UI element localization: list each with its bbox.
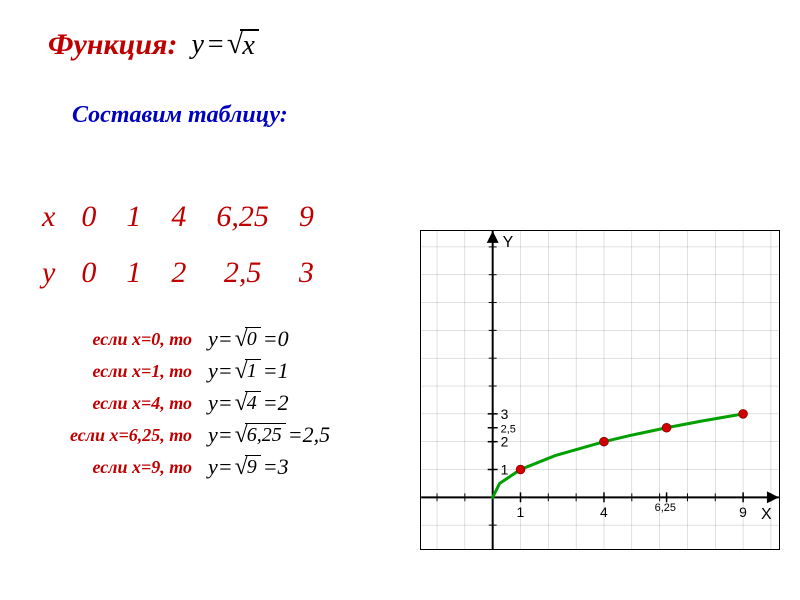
svg-text:4: 4 <box>600 504 608 520</box>
calc-row: если x=4, тоy=√4=2 <box>48 390 330 416</box>
calc-rhs: =0 <box>263 326 289 352</box>
calc-condition: если x=4, то <box>48 393 208 414</box>
sqrt-symbol: √6,25 <box>235 423 286 447</box>
svg-text:2: 2 <box>501 434 509 450</box>
calc-row: если x=1, тоy=√1=1 <box>48 358 330 384</box>
sqrt-symbol: √4 <box>235 391 261 415</box>
calc-row: если x=9, тоy=√9=3 <box>48 454 330 480</box>
table-cell: 2,5 <box>202 246 283 300</box>
table-var-x: x <box>38 190 65 244</box>
table-cell: 0 <box>67 246 110 300</box>
sqrt-symbol: √ x <box>227 29 259 62</box>
table-cell: 2 <box>157 246 200 300</box>
sqrt-chart: X Y 1 4 6,25 9 1 22,5 3 <box>420 230 780 550</box>
calc-formula: y=√1=1 <box>208 358 289 384</box>
table-cell: 1 <box>112 246 155 300</box>
calc-formula: y=√9=3 <box>208 454 289 480</box>
calc-lhs: y= <box>208 422 233 448</box>
svg-text:1: 1 <box>517 504 525 520</box>
page-title: Функция: <box>48 28 178 62</box>
calc-row: если x=0, тоy=√0=0 <box>48 326 330 352</box>
sqrt-symbol: √1 <box>235 359 261 383</box>
value-table: x 0 1 4 6,25 9 y 0 1 2 2,5 3 <box>36 188 330 302</box>
calc-radicand: 0 <box>245 327 261 350</box>
svg-text:Y: Y <box>503 234 514 251</box>
title-formula: y = √ x <box>192 29 259 62</box>
svg-text:1: 1 <box>501 461 509 477</box>
formula-lhs: y <box>192 29 204 61</box>
table-cell: 6,25 <box>202 190 283 244</box>
calc-rhs: =2,5 <box>288 422 330 448</box>
table-cell: 4 <box>157 190 200 244</box>
calc-radicand: 9 <box>245 455 261 478</box>
calc-radicand: 4 <box>245 391 261 414</box>
calc-lhs: y= <box>208 390 233 416</box>
table-cell: 1 <box>112 190 155 244</box>
calc-radicand: 6,25 <box>245 423 286 446</box>
sqrt-symbol: √0 <box>235 327 261 351</box>
table-row-y: y 0 1 2 2,5 3 <box>38 246 328 300</box>
sqrt-symbol: √9 <box>235 455 261 479</box>
calc-radicand: 1 <box>245 359 261 382</box>
table-var-y: y <box>38 246 65 300</box>
calc-rhs: =2 <box>263 390 289 416</box>
calc-formula: y=√4=2 <box>208 390 289 416</box>
calc-condition: если x=6,25, то <box>48 425 208 446</box>
calc-lhs: y= <box>208 454 233 480</box>
calculation-list: если x=0, тоy=√0=0если x=1, тоy=√1=1если… <box>48 326 330 486</box>
calc-lhs: y= <box>208 358 233 384</box>
svg-text:X: X <box>761 506 772 523</box>
calc-rhs: =1 <box>263 358 289 384</box>
calc-condition: если x=9, то <box>48 457 208 478</box>
svg-text:3: 3 <box>501 406 509 422</box>
calc-rhs: =3 <box>263 454 289 480</box>
table-cell: 0 <box>67 190 110 244</box>
svg-text:2,5: 2,5 <box>501 424 516 436</box>
table-cell: 3 <box>285 246 328 300</box>
calc-row: если x=6,25, тоy=√6,25=2,5 <box>48 422 330 448</box>
calc-condition: если x=1, то <box>48 361 208 382</box>
subtitle: Составим таблицу: <box>72 102 288 129</box>
calc-formula: y=√6,25=2,5 <box>208 422 330 448</box>
calc-lhs: y= <box>208 326 233 352</box>
formula-radicand: x <box>240 29 258 62</box>
calc-condition: если x=0, то <box>48 329 208 350</box>
svg-text:6,25: 6,25 <box>655 502 676 514</box>
formula-eq: = <box>206 29 225 61</box>
calc-formula: y=√0=0 <box>208 326 289 352</box>
svg-text:9: 9 <box>739 504 747 520</box>
table-cell: 9 <box>285 190 328 244</box>
table-row-x: x 0 1 4 6,25 9 <box>38 190 328 244</box>
